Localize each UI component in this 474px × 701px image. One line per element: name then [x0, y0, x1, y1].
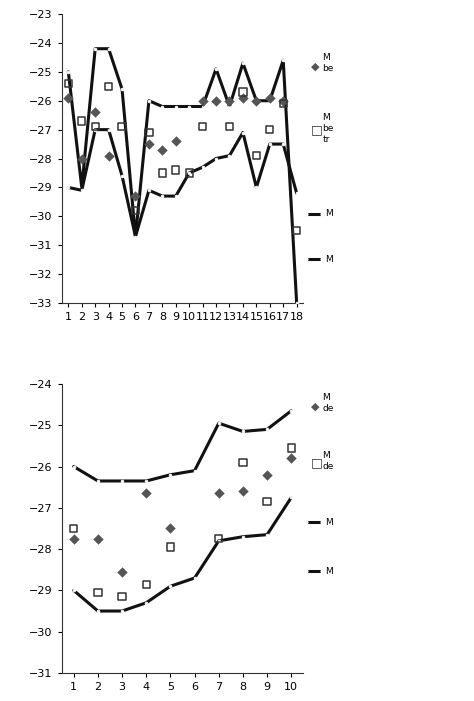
- Point: [172, 165, 180, 176]
- Point: [215, 488, 223, 499]
- Text: M: M: [325, 210, 332, 218]
- Point: [105, 81, 112, 92]
- Point: [280, 98, 287, 109]
- Point: [78, 153, 85, 164]
- Point: [158, 168, 166, 179]
- Point: [167, 541, 174, 552]
- Point: [287, 442, 295, 454]
- Point: [64, 78, 72, 89]
- Text: M: M: [325, 567, 332, 576]
- Point: [94, 533, 101, 545]
- Point: [253, 150, 260, 161]
- Point: [94, 587, 101, 598]
- Text: M
de: M de: [322, 393, 334, 413]
- Point: [239, 93, 246, 104]
- Point: [145, 127, 153, 138]
- Text: □: □: [310, 456, 322, 469]
- Point: [118, 121, 126, 132]
- Point: [91, 107, 99, 118]
- Text: ◆: ◆: [310, 402, 319, 411]
- Point: [253, 95, 260, 107]
- Point: [239, 457, 246, 468]
- Point: [132, 205, 139, 216]
- Point: [266, 93, 273, 104]
- Point: [64, 93, 72, 104]
- Point: [70, 523, 78, 534]
- Point: [158, 144, 166, 156]
- Point: [91, 121, 99, 132]
- Point: [172, 135, 180, 147]
- Text: M
be
tr: M be tr: [322, 113, 334, 144]
- Point: [105, 150, 112, 161]
- Text: □: □: [310, 123, 322, 136]
- Point: [78, 116, 85, 127]
- Point: [145, 139, 153, 150]
- Text: ◆: ◆: [310, 62, 319, 72]
- Text: M
de: M de: [322, 451, 334, 471]
- Point: [142, 578, 150, 590]
- Point: [226, 121, 233, 132]
- Point: [199, 121, 206, 132]
- Point: [132, 191, 139, 202]
- Point: [264, 496, 271, 508]
- Point: [215, 533, 223, 545]
- Text: M: M: [325, 255, 332, 264]
- Point: [199, 95, 206, 107]
- Point: [293, 225, 301, 236]
- Point: [118, 566, 126, 578]
- Text: M
be: M be: [322, 53, 334, 73]
- Point: [266, 124, 273, 135]
- Point: [212, 95, 220, 107]
- Point: [70, 533, 78, 545]
- Point: [239, 86, 246, 97]
- Point: [185, 168, 193, 179]
- Point: [287, 453, 295, 464]
- Point: [167, 523, 174, 534]
- Point: [264, 469, 271, 480]
- Point: [142, 488, 150, 499]
- Point: [239, 486, 246, 497]
- Text: M: M: [325, 518, 332, 526]
- Point: [226, 95, 233, 107]
- Point: [280, 95, 287, 107]
- Point: [118, 591, 126, 602]
